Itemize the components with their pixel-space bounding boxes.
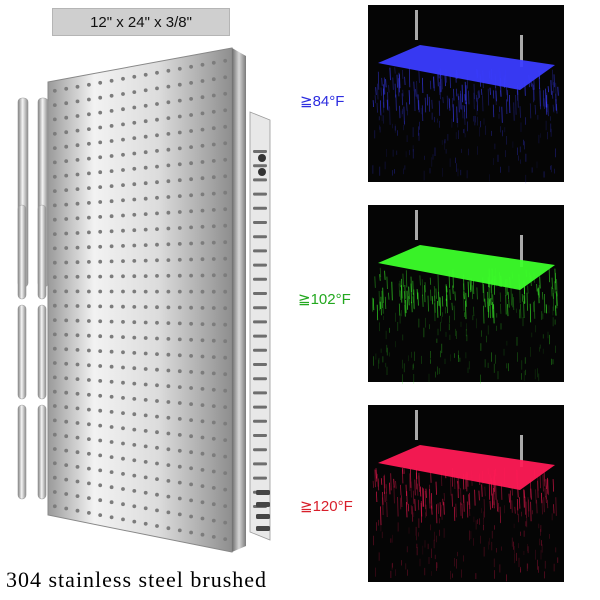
led-photo-0 — [368, 5, 564, 183]
temperature-label-green: ≧102°F — [298, 290, 351, 308]
shower-panel — [48, 48, 246, 552]
temperature-label-blue: ≧84°F — [300, 92, 344, 110]
mounting-pipes — [18, 98, 48, 499]
dimension-label: 12" x 24" x 3/8" — [52, 8, 230, 36]
led-photo-2 — [368, 405, 564, 582]
material-label: 304 stainless steel brushed — [6, 567, 267, 593]
led-photos — [368, 5, 564, 582]
led-photo-1 — [368, 205, 564, 384]
temperature-label-red: ≧120°F — [300, 497, 353, 515]
side-profile — [250, 112, 270, 540]
